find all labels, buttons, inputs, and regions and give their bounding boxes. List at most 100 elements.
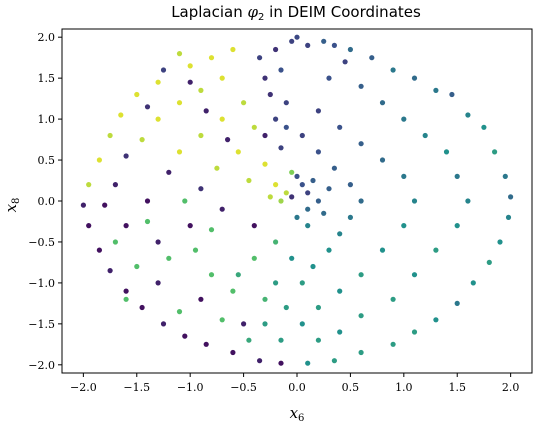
data-point-123 (144, 198, 151, 204)
data-point-7 (390, 67, 396, 73)
data-point-17 (497, 239, 503, 245)
data-point-78 (267, 194, 273, 200)
data-point-69 (299, 182, 305, 188)
data-point-15 (508, 194, 514, 200)
data-point-84 (278, 67, 284, 73)
x-tick-label: 1.5 (448, 381, 466, 394)
data-point-3 (331, 42, 337, 49)
data-point-116 (187, 79, 193, 85)
data-point-108 (198, 132, 204, 139)
data-point-58 (358, 198, 364, 204)
data-point-86 (283, 100, 289, 106)
data-point-158 (208, 227, 215, 233)
data-point-8 (411, 75, 418, 81)
data-point-130 (123, 288, 129, 294)
data-point-16 (505, 214, 512, 220)
data-point-163 (278, 337, 284, 343)
data-point-149 (192, 247, 199, 253)
y-tick-label: 0.0 (38, 195, 56, 208)
data-point-101 (219, 75, 225, 81)
data-point-45 (379, 157, 386, 163)
data-point-80 (289, 38, 295, 44)
data-point-74 (326, 186, 332, 192)
data-point-88 (283, 124, 289, 130)
data-point-136 (257, 358, 263, 364)
y-tick-label: 0.5 (38, 154, 56, 167)
data-point-37 (411, 272, 418, 278)
data-point-60 (337, 231, 343, 237)
y-tick-label: −1.0 (28, 277, 55, 290)
data-point-41 (315, 337, 321, 343)
data-point-97 (118, 112, 124, 118)
data-point-47 (411, 198, 418, 204)
data-point-119 (123, 153, 129, 159)
y-tick-label: −0.5 (28, 236, 55, 249)
data-point-129 (107, 268, 113, 274)
data-point-143 (155, 280, 161, 286)
data-point-49 (379, 247, 386, 253)
data-point-1 (305, 42, 311, 49)
data-point-79 (289, 169, 295, 175)
data-point-144 (198, 296, 204, 302)
data-point-151 (208, 272, 215, 278)
data-point-61 (326, 247, 332, 253)
data-point-156 (219, 317, 225, 323)
data-point-67 (305, 206, 311, 212)
data-point-43 (337, 124, 343, 130)
data-point-82 (257, 55, 263, 61)
data-point-59 (347, 214, 353, 220)
data-point-122 (112, 182, 118, 188)
data-point-0 (294, 34, 300, 40)
data-point-12 (481, 124, 487, 130)
data-point-104 (155, 116, 161, 122)
data-point-76 (273, 182, 279, 188)
y-tick-label: 1.0 (38, 113, 56, 126)
y-axis-label: x8 (2, 198, 22, 213)
data-point-107 (219, 116, 225, 122)
data-point-66 (315, 198, 321, 204)
data-point-157 (273, 239, 279, 245)
data-point-167 (235, 272, 241, 278)
data-point-44 (358, 141, 364, 147)
data-point-106 (241, 100, 247, 106)
data-point-27 (326, 75, 332, 81)
data-point-29 (379, 100, 386, 106)
data-point-132 (160, 321, 167, 327)
data-point-34 (465, 198, 471, 204)
data-point-5 (342, 59, 348, 65)
data-point-154 (262, 296, 268, 302)
data-point-99 (96, 157, 102, 163)
data-point-32 (443, 149, 450, 155)
y-tick-label: 2.0 (38, 31, 56, 44)
data-point-83 (262, 75, 268, 81)
data-point-160 (182, 198, 188, 204)
data-point-71 (294, 214, 300, 220)
points-layer (80, 34, 514, 366)
x-tick-label: −1.5 (123, 381, 150, 394)
data-point-62 (310, 263, 316, 270)
data-point-24 (358, 349, 364, 356)
data-point-56 (331, 165, 337, 171)
data-point-81 (273, 46, 279, 53)
data-point-13 (492, 149, 498, 155)
x-tick-label: −2.0 (70, 381, 97, 394)
data-point-51 (337, 288, 343, 294)
data-point-145 (241, 321, 247, 327)
chart-title: Laplacian φ2 in DEIM Coordinates (171, 3, 421, 23)
x-axis: −2.0 −1.5 −1.0 −0.5 0.0 0.5 1.0 1.5 2.0 (70, 373, 519, 394)
x-tick-label: 0.5 (342, 381, 360, 394)
data-point-120 (166, 169, 172, 175)
data-point-36 (433, 247, 439, 253)
data-point-77 (278, 198, 284, 204)
y-tick-label: −1.5 (28, 318, 55, 331)
data-point-38 (390, 296, 396, 302)
data-point-111 (235, 149, 241, 155)
data-point-147 (134, 263, 140, 270)
data-point-95 (155, 79, 161, 85)
data-point-89 (278, 145, 284, 151)
data-point-127 (86, 223, 92, 229)
data-point-100 (86, 182, 92, 188)
data-point-105 (139, 137, 145, 143)
y-tick-label: −2.0 (28, 359, 55, 372)
